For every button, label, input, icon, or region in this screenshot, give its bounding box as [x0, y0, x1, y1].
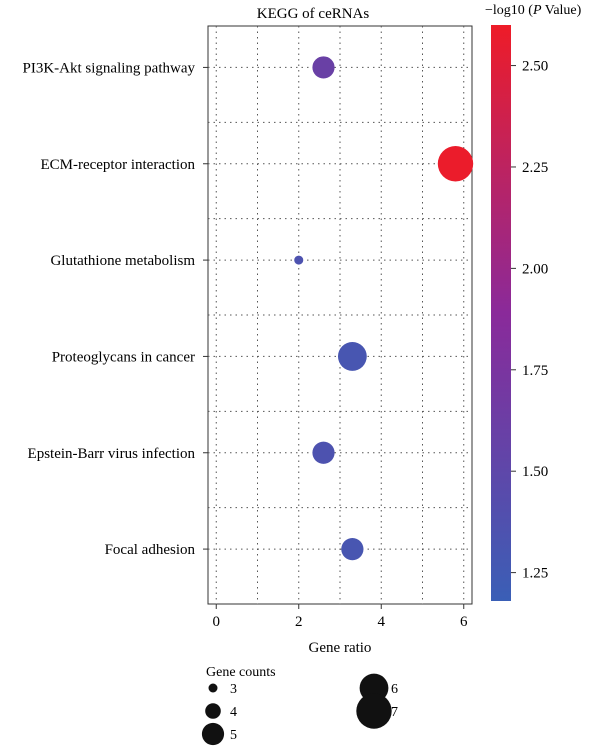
size-legend-label: 6: [391, 682, 398, 697]
colorbar-tick-label: 2.50: [522, 59, 548, 75]
size-legend-circle: [201, 722, 225, 746]
colorbar-tick-label: 2.25: [522, 160, 548, 176]
size-legend-label: 3: [230, 682, 237, 697]
chart-title: KEGG of ceRNAs: [257, 6, 370, 22]
size-legend-label: 5: [230, 728, 237, 743]
category-label: PI3K-Akt signaling pathway: [23, 60, 196, 76]
category-label: Glutathione metabolism: [50, 253, 195, 269]
data-point: [341, 537, 364, 561]
size-legend-label: 4: [230, 705, 237, 720]
x-tick-label: 6: [460, 614, 468, 630]
colorbar-title: −log10 (P Value): [485, 3, 582, 18]
category-label: ECM-receptor interaction: [40, 157, 195, 173]
size-legend-circle: [205, 703, 221, 719]
colorbar-tick-label: 2.00: [522, 261, 548, 277]
data-point: [312, 56, 335, 79]
data-point: [312, 441, 335, 464]
x-tick-label: 0: [213, 614, 221, 630]
data-point: [437, 146, 474, 182]
y-axis-categories: PI3K-Akt signaling pathway ECM-receptor i…: [23, 60, 208, 558]
colorbar-ticks: 1.25 1.50 1.75 2.00 2.25 2.50: [511, 59, 548, 582]
x-axis-ticks: 0 2 4 6: [213, 604, 468, 630]
data-point: [337, 342, 367, 371]
size-legend-circle: [208, 683, 218, 693]
x-tick-label: 2: [295, 614, 303, 630]
size-legend-circle: [356, 693, 392, 729]
size-legend: 3 4 5 6 7: [201, 673, 398, 746]
grid-lines: [208, 26, 472, 604]
colorbar: [491, 25, 511, 601]
size-legend-title: Gene counts: [206, 665, 276, 680]
data-points: [294, 56, 474, 561]
colorbar-tick-label: 1.25: [522, 566, 548, 582]
size-legend-label: 7: [391, 705, 398, 720]
category-label: Proteoglycans in cancer: [52, 349, 195, 365]
category-label: Epstein-Barr virus infection: [28, 446, 196, 462]
colorbar-tick-label: 1.50: [522, 464, 548, 480]
x-tick-label: 4: [378, 614, 386, 630]
data-point: [294, 255, 304, 265]
colorbar-tick-label: 1.75: [522, 363, 548, 379]
x-axis-label: Gene ratio: [309, 640, 372, 656]
category-label: Focal adhesion: [105, 542, 196, 558]
